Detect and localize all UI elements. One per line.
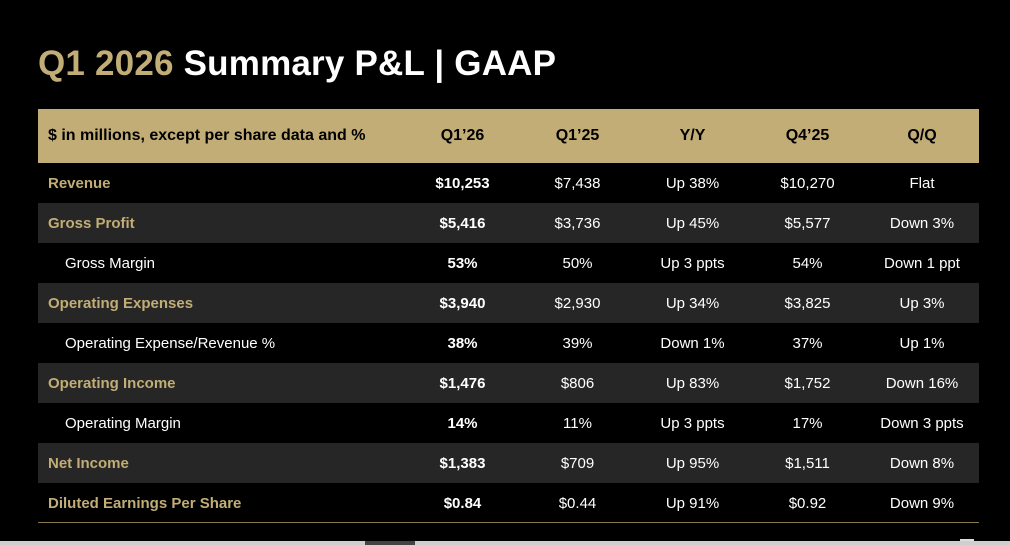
cell-q125: 50% [562, 254, 593, 272]
cell-q126: $5,416 [439, 214, 486, 232]
header-q126: Q1’26 [440, 127, 485, 144]
header-q125: Q1’25 [555, 127, 600, 144]
header-qq: Q/Q [907, 127, 937, 144]
header-yy: Y/Y [679, 127, 706, 144]
table-header-row: $ in millions, except per share data and… [38, 109, 979, 163]
cell-q126: $3,940 [439, 294, 486, 312]
header-metric: $ in millions, except per share data and… [48, 127, 366, 144]
cell-qq: Flat [909, 174, 935, 192]
cell-q425: $1,752 [784, 374, 831, 392]
cell-q425: 17% [792, 414, 823, 432]
table-row-gross-margin: Gross Margin 53% 50% Up 3 ppts 54% Down … [38, 243, 979, 283]
cell-q425: 37% [792, 334, 823, 352]
cell-q126: $1,383 [439, 454, 486, 472]
cell-qq: Down 1 ppt [884, 254, 960, 272]
footer-dash-icon [960, 539, 974, 541]
title-text: Summary P&L | GAAP [183, 44, 557, 83]
row-label: Revenue [48, 174, 111, 192]
row-label: Operating Margin [65, 414, 181, 432]
cell-q126: $10,253 [435, 174, 490, 192]
cell-q126: 38% [447, 334, 478, 352]
table-row-revenue: Revenue $10,253 $7,438 Up 38% $10,270 Fl… [38, 163, 979, 203]
cell-q126: $0.84 [443, 494, 482, 512]
table-row-gross-profit: Gross Profit $5,416 $3,736 Up 45% $5,577… [38, 203, 979, 243]
table-row-operating-expenses: Operating Expenses $3,940 $2,930 Up 34% … [38, 283, 979, 323]
cell-q425: $10,270 [780, 174, 835, 192]
table-row-operating-income: Operating Income $1,476 $806 Up 83% $1,7… [38, 363, 979, 403]
cell-q125: 39% [562, 334, 593, 352]
cell-yy: Up 38% [665, 174, 720, 192]
row-label: Gross Margin [65, 254, 156, 272]
header-q425: Q4’25 [785, 127, 830, 144]
cell-yy: Up 45% [665, 214, 720, 232]
cell-q125: $7,438 [554, 174, 601, 192]
cell-q125: $3,736 [554, 214, 601, 232]
cell-q125: $2,930 [554, 294, 601, 312]
cell-q125: $806 [560, 374, 595, 392]
cell-qq: Up 1% [899, 334, 945, 352]
row-label: Operating Expenses [48, 294, 194, 312]
cell-q125: $0.44 [558, 494, 597, 512]
cell-q425: $1,511 [785, 454, 830, 472]
table-row-net-income: Net Income $1,383 $709 Up 95% $1,511 Dow… [38, 443, 979, 483]
footer-scroll-thumb[interactable] [365, 541, 415, 545]
cell-q425: 54% [792, 254, 823, 272]
table-row-opex-revenue: Operating Expense/Revenue % 38% 39% Down… [38, 323, 979, 363]
table-row-operating-margin: Operating Margin 14% 11% Up 3 ppts 17% D… [38, 403, 979, 443]
cell-qq: Down 9% [889, 494, 955, 512]
row-label: Gross Profit [48, 214, 135, 232]
cell-yy: Up 91% [665, 494, 720, 512]
cell-qq: Down 16% [885, 374, 959, 392]
summary-pl-table: $ in millions, except per share data and… [38, 109, 979, 523]
table-row-diluted-eps: Diluted Earnings Per Share $0.84 $0.44 U… [38, 483, 979, 523]
cell-yy: Up 3 ppts [660, 414, 725, 432]
cell-qq: Down 3% [889, 214, 955, 232]
cell-yy: Up 34% [665, 294, 720, 312]
cell-yy: Up 83% [665, 374, 720, 392]
cell-q126: 14% [447, 414, 478, 432]
cell-q126: 53% [447, 254, 478, 272]
cell-qq: Up 3% [899, 294, 945, 312]
cell-qq: Down 3 ppts [880, 414, 964, 432]
cell-q425: $0.92 [788, 494, 827, 512]
cell-yy: Down 1% [660, 334, 725, 352]
cell-q126: $1,476 [439, 374, 486, 392]
title-period: Q1 2026 [38, 44, 174, 83]
cell-yy: Up 95% [665, 454, 720, 472]
cell-q425: $3,825 [784, 294, 831, 312]
row-label: Net Income [48, 454, 129, 472]
row-label: Operating Expense/Revenue % [65, 334, 276, 352]
cell-q125: $709 [560, 454, 595, 472]
table-bottom-rule [38, 522, 979, 523]
cell-q425: $5,577 [784, 214, 831, 232]
footer-scrollbar[interactable] [0, 541, 1010, 545]
row-label: Operating Income [48, 374, 176, 392]
row-label: Diluted Earnings Per Share [48, 494, 242, 512]
cell-q125: 11% [563, 414, 592, 432]
cell-qq: Down 8% [889, 454, 955, 472]
slide-title: Q1 2026 Summary P&L | GAAP [38, 44, 556, 84]
cell-yy: Up 3 ppts [660, 254, 725, 272]
